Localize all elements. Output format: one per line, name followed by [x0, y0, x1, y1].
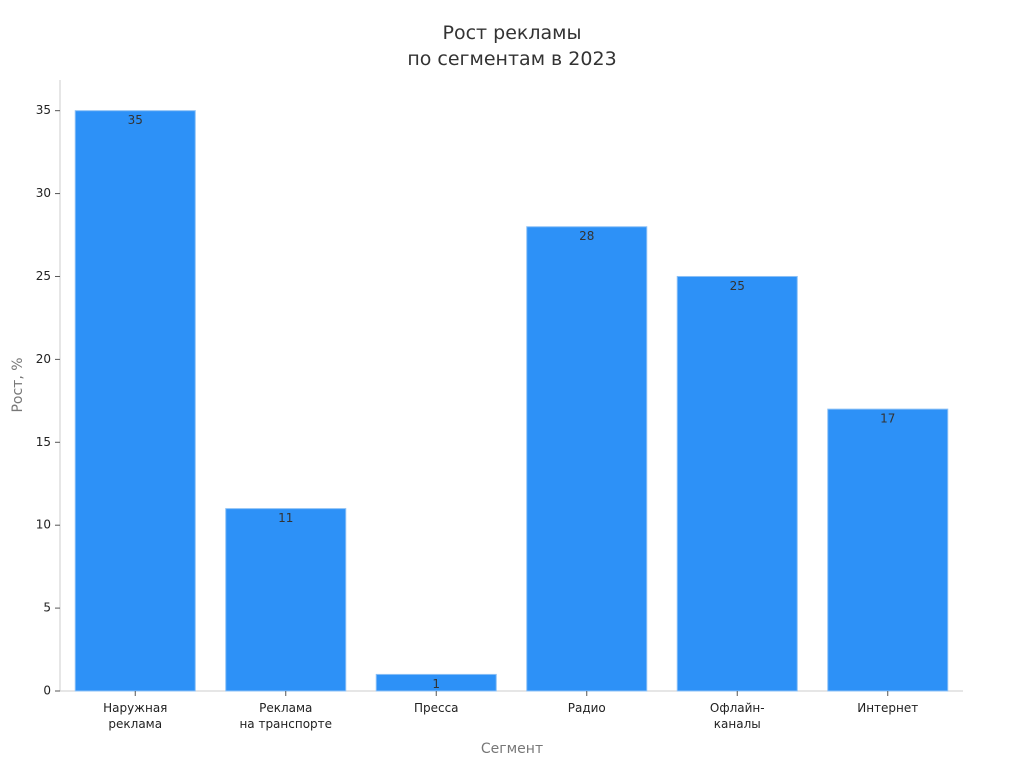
chart-title: Рост рекламы по сегментам в 2023	[407, 22, 617, 70]
x-axis-label: Сегмент	[480, 741, 544, 757]
y-tick-label: 35	[36, 103, 51, 117]
x-tick-label: Наружная реклама	[103, 701, 168, 731]
value-label: 28	[579, 229, 594, 243]
y-tick-label: 25	[36, 269, 51, 283]
y-tick-label: 20	[36, 352, 51, 366]
x-tick-label: Офлайн- каналы	[709, 701, 765, 731]
y-tick-label: 15	[36, 435, 51, 449]
value-label: 1	[432, 677, 440, 691]
value-label: 35	[128, 113, 143, 127]
bar	[676, 275, 798, 692]
x-tick-label: Интернет	[857, 701, 919, 715]
y-tick-label: 5	[43, 601, 51, 615]
y-tick-label: 10	[36, 518, 51, 532]
y-axis-label: Рост, %	[10, 357, 26, 412]
value-label: 17	[880, 412, 895, 426]
y-tick-label: 0	[43, 684, 51, 698]
bar	[74, 110, 196, 692]
value-label: 11	[278, 511, 293, 525]
bar	[526, 226, 648, 692]
value-label: 25	[730, 279, 745, 293]
bar	[827, 408, 949, 692]
bar	[225, 508, 347, 692]
x-tick-label: Радио	[567, 701, 606, 715]
x-tick-label: Пресса	[413, 701, 459, 715]
y-tick-label: 30	[36, 186, 51, 200]
x-tick-label: Реклама на транспорте	[239, 701, 333, 731]
